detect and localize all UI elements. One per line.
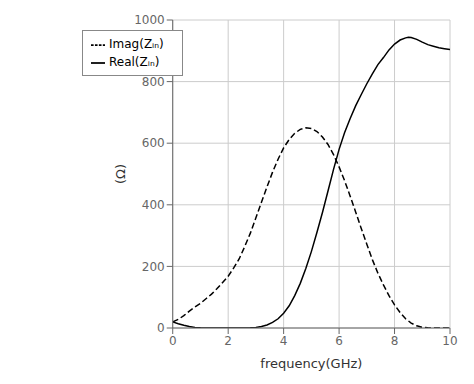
- svg-text:(Ω): (Ω): [113, 164, 128, 184]
- svg-text:2: 2: [224, 334, 232, 348]
- svg-text:600: 600: [142, 136, 165, 150]
- svg-text:frequency(GHz): frequency(GHz): [260, 356, 362, 371]
- svg-text:400: 400: [142, 198, 165, 212]
- svg-text:4: 4: [280, 334, 288, 348]
- html-text:Imag(Zᵢₙ): Imag(Zᵢₙ): [109, 37, 164, 51]
- svg-text:800: 800: [142, 75, 165, 89]
- svg-text:8: 8: [391, 334, 399, 348]
- svg-text:0: 0: [169, 334, 177, 348]
- svg-text:6: 6: [335, 334, 343, 348]
- svg-text:1000: 1000: [134, 13, 165, 27]
- svg-text:10: 10: [442, 334, 457, 348]
- svg-text:200: 200: [142, 260, 165, 274]
- svg-text:0: 0: [157, 321, 165, 335]
- html-text:Real(Zᵢₙ): Real(Zᵢₙ): [109, 55, 160, 69]
